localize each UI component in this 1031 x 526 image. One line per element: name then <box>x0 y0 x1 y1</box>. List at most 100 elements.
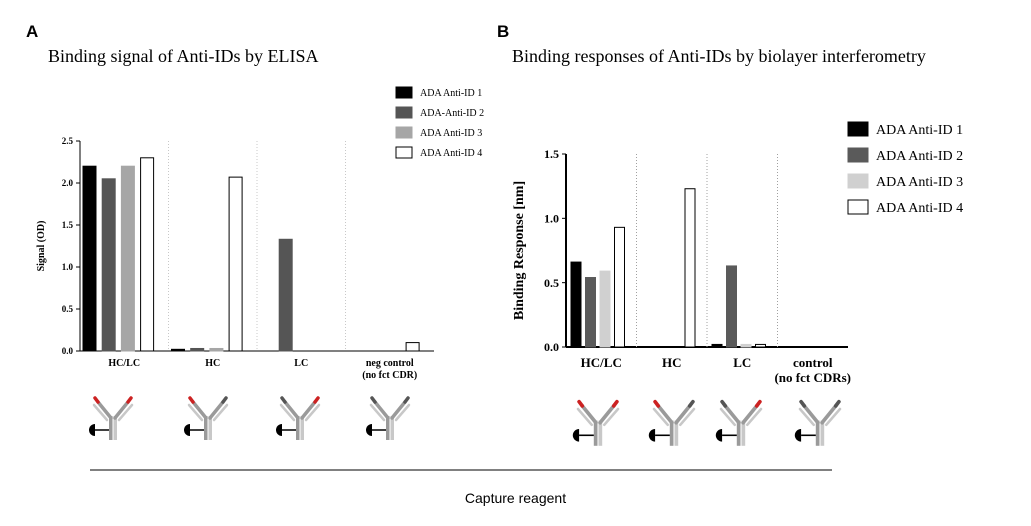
category-label: HC/LC <box>108 358 140 369</box>
capture-head <box>648 429 656 442</box>
antibody-arm <box>373 400 390 420</box>
category-label: neg control <box>366 358 414 369</box>
antibody-arm <box>304 403 321 422</box>
antibody-arm <box>369 403 386 422</box>
antibody-arm <box>390 400 407 420</box>
antibody-cdr <box>833 399 841 408</box>
antibody-stem <box>300 416 304 440</box>
y-tick-label: 1.0 <box>62 262 74 272</box>
antibody-arm <box>191 400 208 420</box>
antibody-arm <box>824 407 842 427</box>
antibody-stem <box>741 420 746 446</box>
bar <box>278 238 293 352</box>
antibody-stem <box>815 420 820 446</box>
antibody-icon <box>276 396 321 440</box>
legend-label: ADA Anti-ID 3 <box>876 175 963 190</box>
antibody-cdr <box>221 396 228 404</box>
capture-head <box>276 424 282 436</box>
legend-label: ADA Anti-ID 1 <box>876 123 963 138</box>
y-tick-label: 1.0 <box>544 212 559 226</box>
legend-label: ADA Anti-ID 2 <box>876 149 963 164</box>
antibody-arm <box>656 404 674 425</box>
antibody-arm <box>652 407 670 427</box>
antibody-stem <box>820 420 825 446</box>
bar <box>684 188 696 348</box>
y-tick-label: 0.5 <box>62 304 74 314</box>
category-label: (no fct CDR) <box>362 370 417 381</box>
capture-head <box>572 429 580 442</box>
legend-label: ADA-Anti-ID 2 <box>420 108 484 119</box>
y-tick-label: 2.0 <box>62 178 74 188</box>
antibody-cdr <box>280 396 287 404</box>
category-label: HC <box>662 355 682 370</box>
antibody-cdr <box>126 396 133 404</box>
antibody-stem <box>736 420 741 446</box>
antibody-arm <box>674 404 692 425</box>
bar <box>171 348 185 352</box>
y-tick-label: 1.5 <box>62 220 74 230</box>
antibody-arm <box>117 403 134 422</box>
antibody-stem <box>674 420 679 446</box>
antibody-arm <box>300 400 317 420</box>
legend-swatch <box>847 121 869 137</box>
antibody-icon <box>794 399 842 446</box>
antibody-icon <box>366 396 411 440</box>
antibody-cdr <box>577 399 585 408</box>
bar <box>101 178 116 352</box>
y-axis-label: Binding Response [nm] <box>512 181 527 320</box>
bar <box>190 347 205 352</box>
antibody-stem <box>208 416 212 440</box>
bar <box>405 342 420 352</box>
bar <box>570 261 582 348</box>
bar <box>585 277 596 348</box>
antibody-arm <box>92 403 109 422</box>
antibody-arm <box>598 404 616 425</box>
panel-b-letter: B <box>497 22 510 41</box>
antibody-cdr <box>313 396 320 404</box>
antibody-cdr <box>403 396 410 404</box>
antibody-icon <box>572 399 620 446</box>
capture-head <box>715 429 723 442</box>
antibody-arm <box>741 404 759 425</box>
y-tick-label: 0.0 <box>62 346 74 356</box>
antibody-arm <box>283 400 300 420</box>
antibody-arm <box>745 407 763 427</box>
antibody-arm <box>802 404 820 425</box>
bar <box>711 343 723 348</box>
capture-reagent-label: Capture reagent <box>464 490 567 506</box>
antibody-arm <box>820 404 838 425</box>
panel-a-letter: A <box>26 22 39 41</box>
antibody-arm <box>96 400 113 420</box>
capture-head <box>89 424 95 436</box>
category-label: (no fct CDRs) <box>774 370 851 385</box>
antibody-stem <box>109 416 113 440</box>
antibody-icon <box>184 396 229 440</box>
capture-head <box>184 424 190 436</box>
panel-b-title: Binding responses of Anti-IDs by biolaye… <box>512 46 926 66</box>
antibody-arm <box>723 404 741 425</box>
antibody-stem <box>113 416 117 440</box>
bar <box>209 347 224 352</box>
chart-b: 0.0 0.5 1.0 1.5 Binding Response [nm] HC/LC HC… <box>512 121 963 385</box>
antibody-cdr <box>93 396 100 404</box>
category-label: control <box>793 355 833 370</box>
category-label: HC/LC <box>581 355 622 370</box>
antibody-cdr <box>720 399 728 408</box>
category-label: HC <box>205 358 220 369</box>
antibody-arm <box>187 403 204 422</box>
antibody-arm <box>208 400 225 420</box>
y-tick-label: 2.5 <box>62 136 74 146</box>
antibody-stem <box>669 420 674 446</box>
category-label: LC <box>294 358 308 369</box>
capture-head <box>366 424 372 436</box>
bar <box>740 343 752 348</box>
antibody-cdr <box>611 399 619 408</box>
chart-a: 0.0 0.5 1.0 1.5 2.0 2.5 Signal (OD) HC/LC HC LC ne… <box>36 86 484 381</box>
antibody-arm <box>580 404 598 425</box>
legend-swatch <box>847 173 869 189</box>
antibody-icon <box>648 399 696 446</box>
y-tick-label: 0.5 <box>544 276 559 290</box>
legend-label: ADA Anti-ID 4 <box>420 148 482 159</box>
legend-swatch <box>395 126 413 139</box>
